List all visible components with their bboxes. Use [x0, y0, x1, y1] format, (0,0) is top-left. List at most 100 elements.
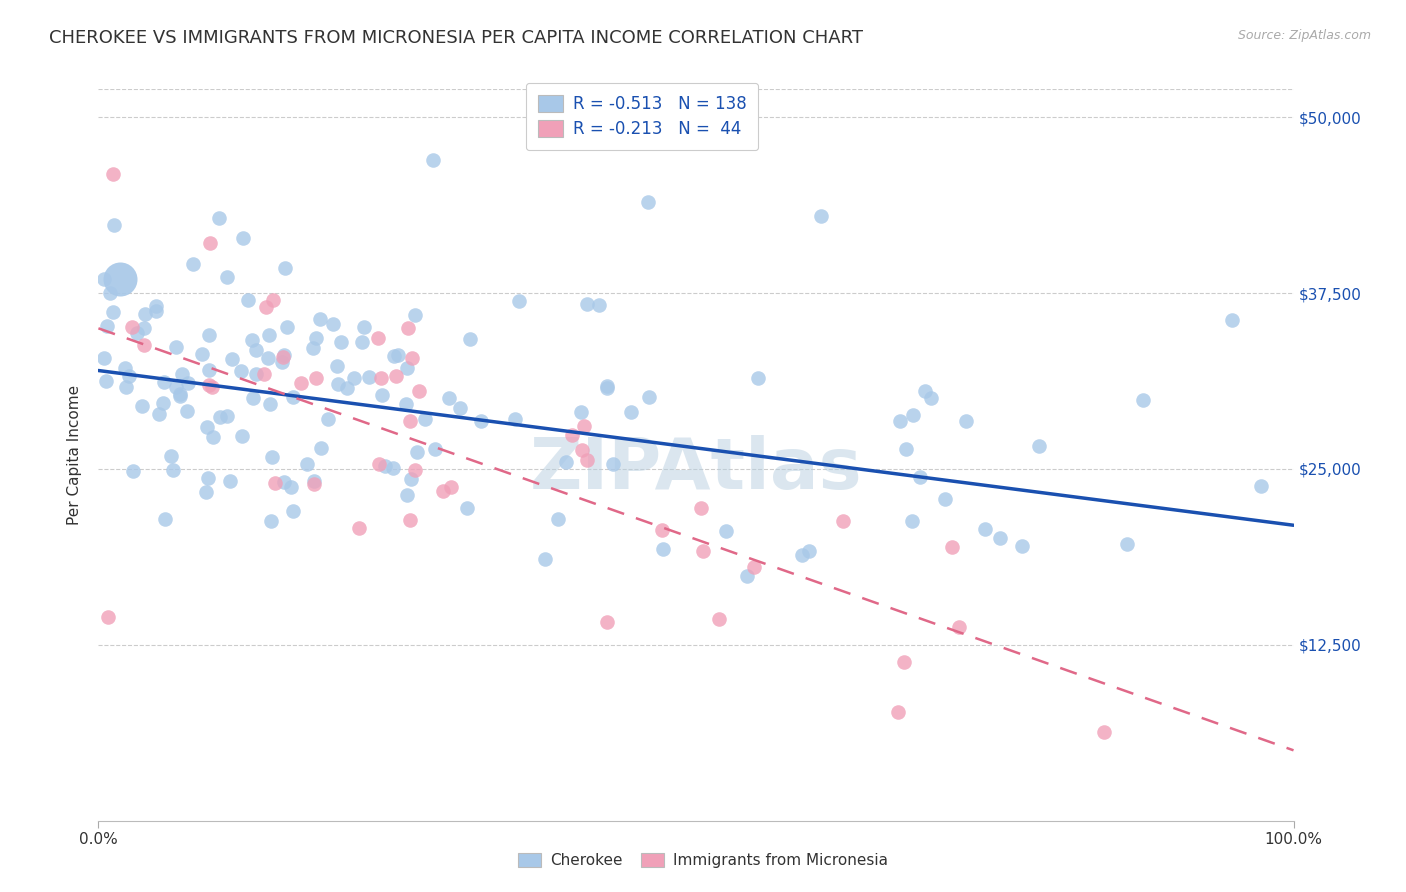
- Point: [254, 300, 277, 314]
- Point: [395, 361, 418, 376]
- Point: [198, 378, 221, 392]
- Point: [283, 504, 305, 518]
- Point: [260, 515, 283, 529]
- Point: [231, 429, 253, 443]
- Point: [651, 523, 673, 537]
- Point: [1011, 539, 1033, 553]
- Point: [114, 360, 136, 375]
- Point: [401, 351, 423, 365]
- Point: [1092, 724, 1115, 739]
- Point: [574, 419, 596, 434]
- Point: [159, 449, 181, 463]
- Point: [326, 359, 349, 374]
- Point: [716, 524, 738, 538]
- Point: [201, 380, 224, 394]
- Point: [596, 615, 619, 630]
- Point: [93, 351, 115, 365]
- Point: [93, 272, 115, 286]
- Point: [145, 299, 167, 313]
- Point: [534, 552, 557, 566]
- Point: [280, 480, 302, 494]
- Point: [326, 377, 349, 392]
- Point: [385, 369, 408, 384]
- Point: [382, 461, 405, 475]
- Point: [134, 307, 156, 321]
- Point: [304, 330, 326, 344]
- Point: [264, 475, 287, 490]
- Point: [201, 430, 224, 444]
- Point: [690, 501, 713, 516]
- Point: [118, 368, 141, 383]
- Point: [330, 334, 353, 349]
- Point: [94, 374, 117, 388]
- Point: [832, 514, 855, 528]
- Point: [561, 427, 583, 442]
- Point: [302, 477, 325, 491]
- Point: [215, 269, 238, 284]
- Point: [221, 352, 243, 367]
- Point: [290, 376, 312, 390]
- Point: [588, 298, 610, 312]
- Point: [101, 305, 124, 319]
- Point: [1028, 439, 1050, 453]
- Point: [302, 475, 325, 489]
- Text: ZIPAtlas: ZIPAtlas: [530, 435, 862, 504]
- Point: [404, 463, 426, 477]
- Point: [270, 355, 292, 369]
- Point: [148, 407, 170, 421]
- Point: [162, 463, 184, 477]
- Point: [554, 455, 576, 469]
- Point: [101, 167, 124, 181]
- Point: [195, 419, 218, 434]
- Point: [470, 414, 492, 428]
- Point: [231, 231, 253, 245]
- Legend: R = -0.513   N = 138, R = -0.213   N =  44: R = -0.513 N = 138, R = -0.213 N = 44: [526, 83, 758, 150]
- Point: [747, 371, 769, 385]
- Point: [792, 548, 814, 562]
- Point: [98, 285, 121, 300]
- Point: [395, 488, 418, 502]
- Point: [97, 609, 120, 624]
- Point: [396, 320, 419, 334]
- Point: [245, 343, 267, 358]
- Point: [374, 458, 396, 473]
- Point: [637, 194, 659, 209]
- Point: [955, 413, 977, 427]
- Point: [253, 367, 276, 381]
- Point: [347, 521, 370, 535]
- Point: [709, 612, 731, 626]
- Point: [215, 409, 238, 423]
- Point: [353, 320, 375, 334]
- Point: [169, 386, 191, 401]
- Point: [165, 340, 187, 354]
- Point: [197, 470, 219, 484]
- Point: [322, 317, 344, 331]
- Point: [231, 363, 253, 377]
- Point: [190, 347, 212, 361]
- Point: [894, 442, 917, 456]
- Point: [367, 331, 389, 345]
- Point: [309, 312, 332, 326]
- Point: [910, 470, 932, 484]
- Point: [547, 512, 569, 526]
- Point: [988, 531, 1011, 545]
- Point: [432, 483, 454, 498]
- Point: [575, 453, 598, 467]
- Point: [571, 443, 593, 458]
- Point: [422, 153, 444, 167]
- Point: [108, 272, 131, 286]
- Point: [742, 560, 765, 574]
- Point: [96, 319, 118, 334]
- Point: [155, 512, 177, 526]
- Point: [368, 458, 391, 472]
- Point: [382, 349, 405, 363]
- Point: [259, 397, 281, 411]
- Point: [198, 236, 221, 251]
- Point: [274, 261, 297, 276]
- Point: [176, 404, 198, 418]
- Point: [301, 341, 323, 355]
- Point: [132, 320, 155, 334]
- Point: [273, 475, 295, 489]
- Point: [257, 351, 280, 365]
- Point: [273, 348, 295, 362]
